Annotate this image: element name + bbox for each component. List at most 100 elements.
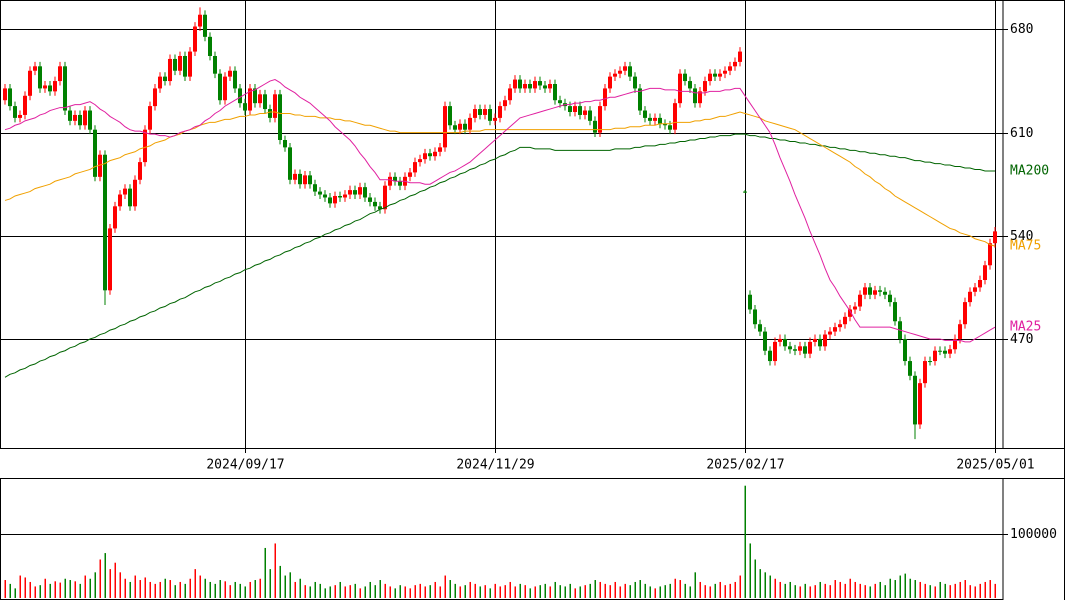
candle-body [693,88,697,104]
volume-bar [909,578,911,598]
volume-bar [429,585,431,598]
candle-body [503,100,507,107]
candle-body [578,106,582,115]
candle-body [183,56,187,77]
volume-bar [834,580,836,598]
candle-body [783,338,787,347]
volume-bar [839,581,841,598]
volume-bar [59,582,61,598]
volume-bar [829,585,831,598]
volume-bar [564,586,566,598]
volume-bar [504,585,506,598]
volume-bar [849,578,851,598]
candle-body [423,153,427,160]
candle-body [213,56,217,74]
volume-bar [864,585,866,598]
candle-body [623,66,627,71]
volume-bar [919,581,921,598]
candle-body [543,85,547,89]
volume-bar [819,581,821,598]
volume-bar [264,547,266,598]
volume-bar [944,583,946,598]
candle-body [943,350,947,354]
candle-body [108,228,112,291]
volume-bar [804,583,806,598]
volume-bar [674,578,676,598]
volume-bar [709,586,711,598]
volume-bar [704,585,706,598]
volume-bar [419,583,421,598]
ma-line [4,111,996,247]
volume-bar [854,581,856,598]
candle-body [643,110,647,118]
volume-bar [969,585,971,598]
candle-body [903,338,907,362]
volume-bar [29,581,31,598]
candle-body [58,66,62,82]
volume-bar [809,586,811,598]
candle-body [593,120,597,133]
candle-body [263,94,267,110]
candle-body [353,190,357,195]
volume-bar [49,583,51,598]
volume-bar [184,583,186,598]
volume-bar [274,543,276,598]
volume-bar [164,578,166,598]
candle-body [938,350,942,352]
candle-body [688,81,692,89]
volume-bar [24,577,26,598]
volume-bar [914,580,916,598]
volume-bar [74,581,76,598]
candle-body [143,129,147,163]
candle-body [478,109,482,115]
volume-bar [229,585,231,598]
volume-bar [754,559,756,598]
volume-bar [534,586,536,598]
candle-body [33,66,37,71]
candle-body [948,349,952,354]
candle-body [223,76,227,101]
volume-bar [64,578,66,598]
volume-bar [279,565,281,598]
candle-body [983,265,987,280]
volume-bar [719,581,721,598]
volume-bar [154,583,156,598]
candle-body [853,306,857,310]
volume-bar [519,583,521,598]
volume-bar [99,559,101,598]
candle-body [43,85,47,89]
candle-body [473,109,477,118]
candle-body [8,88,12,107]
volume-bar [9,583,11,598]
candle-body [868,287,872,295]
candle-body [753,309,757,325]
volume-bar [744,485,746,598]
volume-bar [664,585,666,598]
candle-body [428,153,432,157]
volume-bar [379,580,381,598]
volume-bar [594,580,596,598]
volume-bar [424,586,426,598]
volume-bar [509,581,511,598]
candle-body [168,58,172,82]
candle-body [93,129,97,177]
candle-body [483,109,487,115]
candle-body [728,66,732,71]
volume-bar [779,581,781,598]
candle-body [13,106,17,118]
candle-body [828,331,832,335]
candle-body [588,110,592,121]
candle-body [208,36,212,56]
candle-body [138,162,142,180]
candle-body [658,117,662,124]
candle-body [318,191,322,195]
candle-body [178,56,182,71]
volume-bar [939,581,941,598]
candle-body [548,84,552,89]
volume-bar [614,581,616,598]
volume-bar [934,586,936,598]
volume-bar [224,581,226,598]
candle-body [368,197,372,202]
volume-bar [729,583,731,598]
volume-bar [484,585,486,598]
